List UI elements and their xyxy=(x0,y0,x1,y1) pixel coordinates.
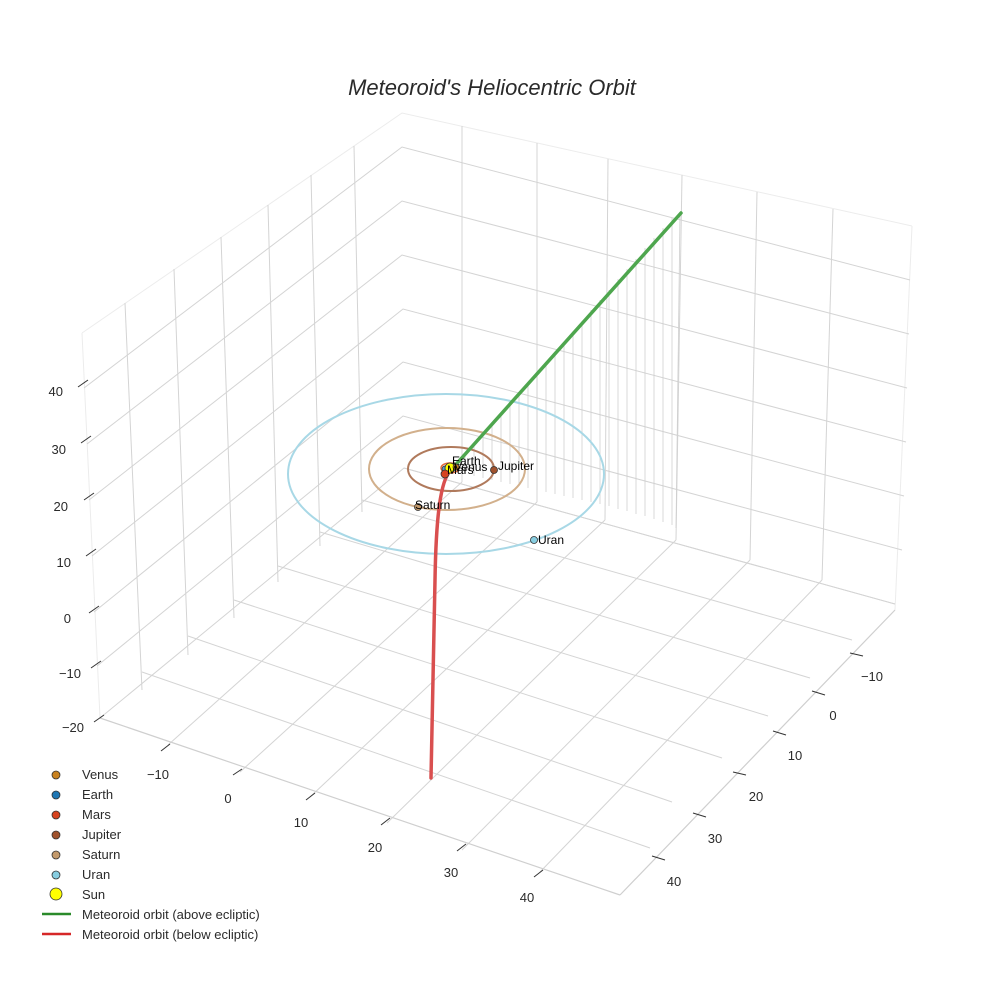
legend-item-meteoroid-above[interactable]: Meteoroid orbit (above ecliptic) xyxy=(42,907,260,922)
legend-item-earth[interactable]: Earth xyxy=(51,787,113,802)
legend-label: Mars xyxy=(82,807,111,822)
meteoroid-orbit-above xyxy=(449,211,683,472)
floor-edges xyxy=(99,609,896,896)
chart-title: Meteoroid's Heliocentric Orbit xyxy=(348,75,637,100)
legend-marker-icon xyxy=(51,850,61,860)
x-tick: 20 xyxy=(368,840,382,855)
z-tick: −10 xyxy=(59,666,81,681)
right-wall-verticals xyxy=(461,126,834,581)
z-tick: −20 xyxy=(62,720,84,735)
legend-label: Sun xyxy=(82,887,105,902)
x-tick: 10 xyxy=(294,815,308,830)
legend-marker-icon xyxy=(49,887,63,901)
meteoroid-orbit-below xyxy=(429,468,453,780)
y-tick: 0 xyxy=(829,708,836,723)
planet-label-uran: Uran xyxy=(538,533,564,547)
x-tick: 30 xyxy=(444,865,458,880)
planet-label-saturn: Saturn xyxy=(415,498,450,512)
legend-item-saturn[interactable]: Saturn xyxy=(51,847,120,862)
legend-marker-icon xyxy=(51,790,61,800)
planet-mars xyxy=(440,469,450,479)
y-axis: −10 0 10 20 30 40 xyxy=(651,652,883,889)
legend-item-sun[interactable]: Sun xyxy=(49,887,105,902)
planet-label-mars: Mars xyxy=(447,463,474,477)
drop-lines xyxy=(464,212,681,529)
legend[interactable]: Venus Earth Mars Jupiter Saturn Uran Sun xyxy=(42,767,260,942)
legend-item-venus[interactable]: Venus xyxy=(51,767,119,782)
legend-label: Uran xyxy=(82,867,110,882)
z-tick: 0 xyxy=(64,611,71,626)
floor-grid xyxy=(141,467,896,873)
z-axis: 40 30 20 10 0 −10 −20 xyxy=(49,379,105,735)
orbits xyxy=(287,393,605,555)
legend-marker-icon xyxy=(51,810,61,820)
z-tick: 10 xyxy=(57,555,71,570)
legend-item-mars[interactable]: Mars xyxy=(51,807,111,822)
y-tick: 30 xyxy=(708,831,722,846)
legend-marker-icon xyxy=(51,830,61,840)
legend-label: Earth xyxy=(82,787,113,802)
legend-item-jupiter[interactable]: Jupiter xyxy=(51,827,122,842)
z-grid xyxy=(83,146,911,719)
x-axis: −10 0 10 20 30 40 xyxy=(147,743,544,905)
planet-label-earth: Earth xyxy=(452,454,481,468)
legend-marker-icon xyxy=(51,870,61,880)
legend-label: Jupiter xyxy=(82,827,122,842)
legend-label: Saturn xyxy=(82,847,120,862)
left-wall-verticals xyxy=(124,145,363,691)
z-tick: 30 xyxy=(52,442,66,457)
planet-jupiter xyxy=(490,466,498,474)
legend-label: Meteoroid orbit (above ecliptic) xyxy=(82,907,260,922)
planet-uran xyxy=(530,536,538,544)
x-tick: 40 xyxy=(520,890,534,905)
planet-saturn xyxy=(414,503,422,511)
planet-label-jupiter: Jupiter xyxy=(498,459,534,473)
x-tick: 0 xyxy=(224,791,231,806)
legend-label: Meteoroid orbit (below ecliptic) xyxy=(82,927,258,942)
saturn-orbit xyxy=(368,427,526,511)
meteoroid-orbits xyxy=(429,211,683,780)
z-tick: 40 xyxy=(49,384,63,399)
y-tick: 40 xyxy=(667,874,681,889)
y-tick: 10 xyxy=(788,748,802,763)
uran-orbit xyxy=(287,393,605,555)
legend-item-uran[interactable]: Uran xyxy=(51,867,110,882)
back-walls xyxy=(81,112,913,719)
legend-item-meteoroid-below[interactable]: Meteoroid orbit (below ecliptic) xyxy=(42,927,258,942)
legend-marker-icon xyxy=(51,770,61,780)
scene-3d[interactable]: 40 30 20 10 0 −10 −20 −10 0 10 20 30 40 xyxy=(49,112,913,905)
x-tick: −10 xyxy=(147,767,169,782)
z-tick: 20 xyxy=(54,499,68,514)
y-tick: 20 xyxy=(749,789,763,804)
planet-label-venus: Venus xyxy=(454,460,487,474)
legend-label: Venus xyxy=(82,767,119,782)
planet-venus xyxy=(452,463,460,471)
y-tick: −10 xyxy=(861,669,883,684)
planets[interactable]: Uran Saturn Jupiter Earth Venus Mars xyxy=(414,454,565,547)
